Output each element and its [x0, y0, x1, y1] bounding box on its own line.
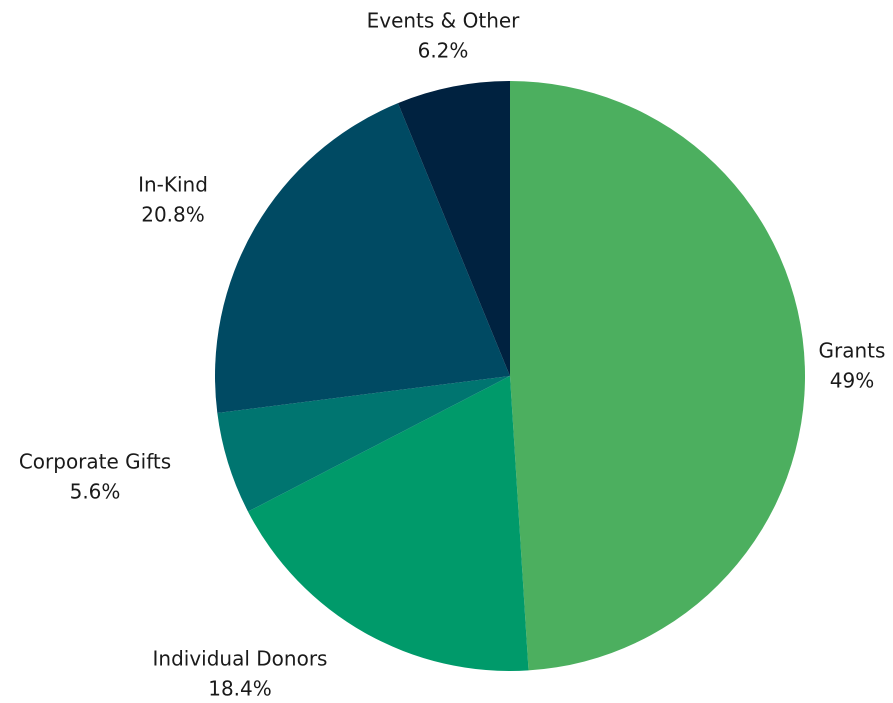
pie-slice: [217, 376, 510, 512]
slice-label: Grants: [819, 339, 886, 363]
slice-value-label: 18.4%: [208, 677, 272, 701]
slice-value-label: 6.2%: [418, 39, 469, 63]
pie-slice: [215, 103, 510, 413]
pie-slice: [397, 81, 510, 376]
slice-label: In-Kind: [138, 173, 208, 197]
pie-slice: [247, 376, 529, 671]
slice-label: Individual Donors: [153, 647, 328, 671]
pie-slice: [510, 81, 805, 671]
slice-value-label: 49%: [830, 369, 874, 393]
slice-value-label: 5.6%: [70, 480, 121, 504]
slice-value-label: 20.8%: [141, 203, 205, 227]
slice-label: Events & Other: [367, 9, 521, 33]
slice-label: Corporate Gifts: [19, 450, 171, 474]
